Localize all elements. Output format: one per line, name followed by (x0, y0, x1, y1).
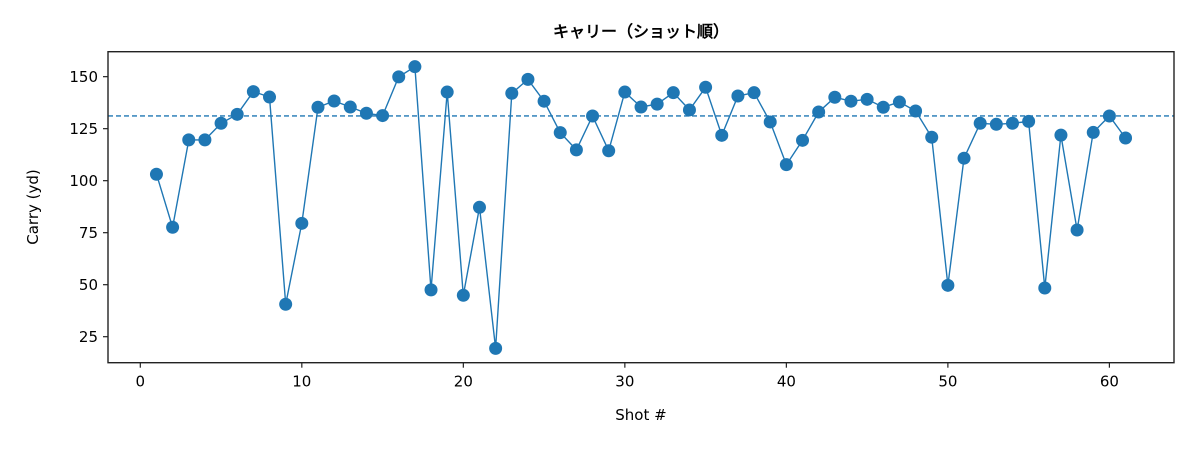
data-point (941, 278, 955, 292)
x-tick-label: 50 (938, 373, 957, 391)
data-point (311, 100, 325, 114)
data-point (343, 100, 357, 114)
data-point (828, 90, 842, 104)
data-point (1119, 131, 1133, 145)
y-tick-label: 150 (69, 68, 98, 86)
data-point (1005, 116, 1019, 130)
data-point (892, 95, 906, 109)
data-point (392, 70, 406, 84)
x-tick-label: 0 (136, 373, 146, 391)
data-point (408, 60, 422, 74)
data-point (553, 126, 567, 140)
y-tick-label: 50 (79, 276, 98, 294)
data-point (214, 116, 228, 130)
data-point (779, 158, 793, 172)
x-tick-label: 40 (777, 373, 796, 391)
data-point (376, 109, 390, 123)
data-point (812, 105, 826, 119)
x-axis: 0 10 20 30 40 50 60 (136, 362, 1119, 391)
data-point (1022, 114, 1036, 128)
data-point (650, 97, 664, 111)
data-point (666, 86, 680, 100)
chart-title: キャリー（ショット順） (553, 22, 729, 41)
data-point (634, 100, 648, 114)
y-tick-label: 100 (69, 172, 98, 190)
data-point (263, 90, 277, 104)
y-tick-label: 25 (79, 328, 98, 346)
data-point (424, 283, 438, 297)
data-point (246, 85, 260, 99)
data-point (1086, 125, 1100, 139)
plot-area (108, 60, 1174, 355)
data-point (973, 116, 987, 130)
data-point (537, 94, 551, 108)
y-axis-label: Carry (yd) (24, 169, 42, 244)
x-tick-label: 10 (292, 373, 311, 391)
data-point (844, 94, 858, 108)
data-point (569, 143, 583, 157)
x-tick-label: 30 (615, 373, 634, 391)
data-point (682, 103, 696, 117)
y-tick-label: 125 (69, 120, 98, 138)
data-point (295, 216, 309, 230)
data-point (731, 89, 745, 103)
data-point (747, 86, 761, 100)
data-point (796, 133, 810, 147)
data-point (182, 133, 196, 147)
data-point (715, 128, 729, 142)
data-point (149, 167, 163, 181)
data-point (909, 104, 923, 118)
data-point (489, 341, 503, 355)
data-point (1054, 128, 1068, 142)
x-axis-label: Shot # (615, 406, 666, 424)
data-point (505, 86, 519, 100)
data-point (440, 85, 454, 99)
data-point (860, 92, 874, 106)
data-point (957, 151, 971, 165)
x-tick-label: 60 (1100, 373, 1119, 391)
data-point (989, 117, 1003, 131)
data-point (472, 200, 486, 214)
data-point (456, 288, 470, 302)
data-point (763, 115, 777, 129)
data-point (1070, 223, 1084, 237)
y-axis: 25 50 75 100 125 150 (69, 68, 108, 346)
data-point (925, 130, 939, 144)
y-tick-label: 75 (79, 224, 98, 242)
data-point (198, 133, 212, 147)
data-point (230, 107, 244, 121)
data-point (1038, 281, 1052, 295)
axes-frame (107, 51, 1175, 364)
data-point (166, 220, 180, 234)
data-point (327, 94, 341, 108)
data-point (279, 297, 293, 311)
data-point (876, 100, 890, 114)
data-point (602, 144, 616, 158)
data-point (359, 106, 373, 120)
data-point (586, 109, 600, 123)
x-tick-label: 20 (454, 373, 473, 391)
data-point (1102, 109, 1116, 123)
data-point (699, 80, 713, 94)
data-point (618, 85, 632, 99)
data-point (521, 72, 535, 86)
